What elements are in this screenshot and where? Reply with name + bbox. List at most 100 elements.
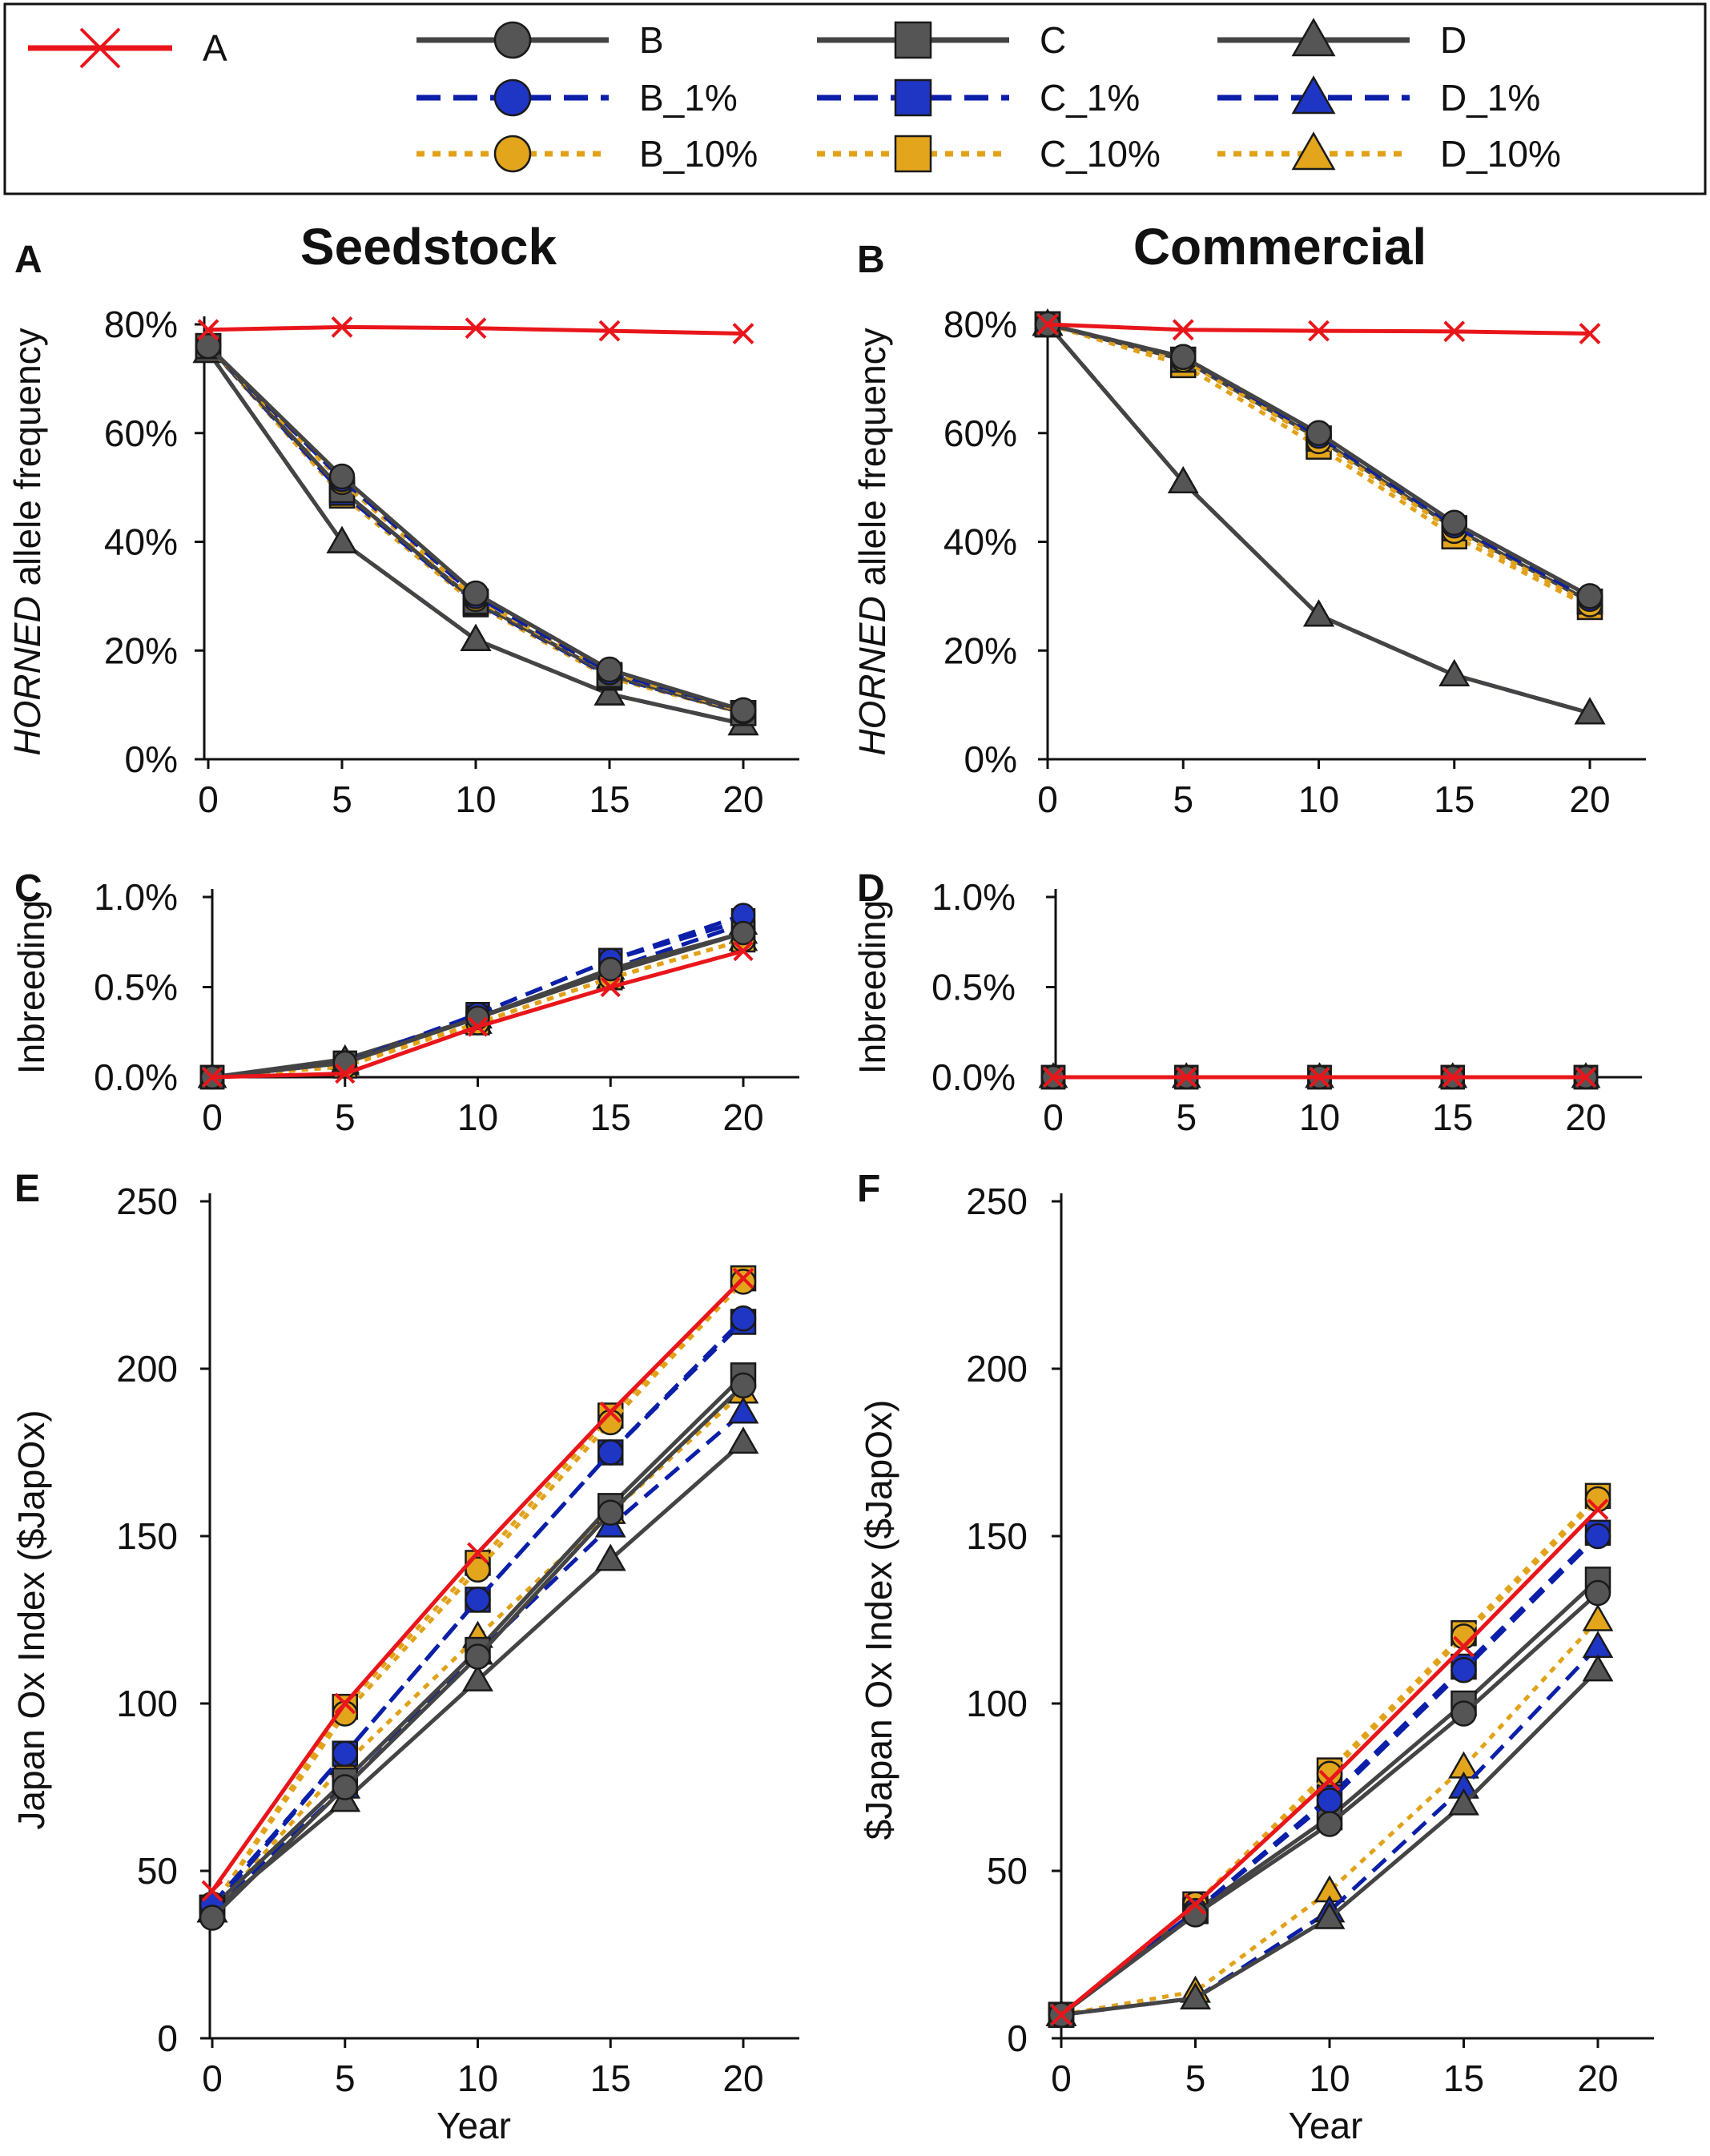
series-d-1pct (192, 336, 759, 736)
y-tick-label: 0.5% (931, 967, 1016, 1008)
x-tick-label: 0 (202, 2057, 223, 2099)
data-point-x (599, 1401, 622, 1423)
y-axis-label: Japan Ox Index ($JapOx) (10, 1410, 52, 1829)
x-tick-label: 10 (455, 778, 496, 820)
series-c (199, 1362, 757, 1921)
series-a (1036, 313, 1601, 344)
series-a (201, 1267, 754, 1902)
series-line (210, 1280, 745, 1909)
data-point-circle (1576, 583, 1603, 609)
data-point-circle (1306, 420, 1332, 446)
x-tick-label: 15 (1443, 2057, 1484, 2099)
data-point-circle (462, 580, 489, 607)
legend-label: D (1440, 19, 1467, 61)
chart-panel-a: A 0% 20% 40% 60% 80% 0 5 10 15 20 HORNED allele fre… (6, 239, 799, 820)
y-tick-label: 50 (987, 1850, 1028, 1892)
y-axis-label-italic: HORNED (6, 596, 48, 755)
series-line (1046, 323, 1591, 715)
x-tick-label: 10 (1299, 1096, 1340, 1138)
data-point-triangle (1582, 1654, 1614, 1682)
y-tick-label: 60% (944, 412, 1017, 454)
series-line (1047, 322, 1591, 604)
series-b-10pct (1034, 311, 1603, 617)
x-tick-label: 20 (1577, 2057, 1618, 2099)
data-point-circle (597, 1439, 624, 1466)
data-point-x (465, 317, 487, 340)
series-d-1pct (1032, 308, 1606, 725)
legend-item-c-1pct: C_1% (817, 77, 1140, 119)
series-b-1pct (199, 903, 756, 1090)
y-axis-label: $Japan Ox Index ($JapOx) (858, 1400, 899, 1840)
y-tick-label: 1.0% (931, 876, 1016, 918)
data-point-circle (465, 1556, 491, 1583)
y-tick-label: 80% (104, 304, 178, 345)
x-tick-label: 15 (590, 2057, 631, 2099)
data-point-x (1579, 323, 1601, 344)
legend-label: C_10% (1040, 133, 1161, 175)
y-tick-label: 0 (157, 2017, 178, 2059)
series-line (207, 344, 744, 715)
legend-marker-circle-icon (493, 21, 532, 59)
series-a (1050, 1498, 1609, 2026)
series-b (195, 332, 757, 724)
y-tick-label: 200 (966, 1348, 1028, 1390)
series-b (1034, 311, 1603, 609)
x-tick-label: 15 (1432, 1096, 1473, 1138)
data-point-x (1185, 1893, 1206, 1916)
data-point-triangle (1438, 659, 1471, 686)
series-line (1046, 323, 1591, 715)
y-tick-label: 100 (116, 1683, 178, 1724)
data-point-triangle (593, 678, 626, 706)
legend-label: B_10% (639, 133, 758, 175)
data-point-x (1318, 1769, 1341, 1792)
y-tick-label: 0.0% (94, 1056, 178, 1098)
legend-item-b-10pct: B_10% (416, 133, 758, 175)
data-point-triangle (727, 1396, 759, 1424)
y-axis-label: HORNED allele frequency (6, 328, 48, 755)
y-axis-label: Inbreeding (851, 900, 893, 1074)
data-point-x (1308, 320, 1330, 342)
series-c-1pct (199, 1309, 757, 1921)
data-point-triangle (1574, 697, 1606, 725)
data-point-x (201, 1880, 223, 1902)
column-titles: Seedstock Commercial (300, 218, 1426, 276)
data-point-x (1587, 1498, 1609, 1520)
data-point-circle (465, 1643, 491, 1670)
legend-marker-square-icon (894, 135, 932, 173)
data-point-x (1443, 320, 1466, 343)
series-d (1045, 1654, 1614, 2026)
series-c-10pct (1048, 1482, 1611, 2028)
series-c-1pct (1034, 311, 1603, 615)
legend-item-b: B (416, 19, 664, 61)
data-point-x (732, 323, 754, 344)
data-point-circle (1584, 1522, 1611, 1550)
y-axis-label: Inbreeding (10, 900, 52, 1074)
data-point-x (598, 320, 621, 342)
x-tick-label: 10 (1309, 2057, 1350, 2099)
seedstock-title: Seedstock (300, 218, 557, 276)
y-tick-label: 250 (116, 1181, 178, 1222)
panel-letter: A (14, 239, 42, 281)
x-tick-label: 5 (335, 1096, 356, 1138)
y-tick-label: 0.5% (94, 967, 178, 1008)
series-b (199, 1372, 757, 1931)
series-a (197, 316, 754, 344)
data-point-circle (199, 1905, 226, 1931)
x-tick-label: 10 (457, 2057, 498, 2099)
series-line (207, 344, 744, 713)
data-point-circle (730, 1372, 757, 1399)
series-c-1pct (199, 908, 756, 1090)
data-point-circle (332, 1774, 358, 1800)
series-c (195, 332, 757, 726)
x-tick-label: 5 (1173, 778, 1193, 820)
legend-label: D_1% (1440, 77, 1540, 119)
x-tick-label: 20 (1565, 1096, 1606, 1138)
data-point-triangle (1303, 599, 1334, 627)
data-point-circle (598, 956, 623, 982)
series-b-1pct (1034, 311, 1603, 613)
x-tick-label: 0 (202, 1096, 223, 1138)
data-point-circle (1316, 1787, 1343, 1814)
legend-marker-square-icon (894, 78, 932, 117)
series-c-10pct (1034, 311, 1603, 621)
series-line (1060, 1618, 1599, 2017)
